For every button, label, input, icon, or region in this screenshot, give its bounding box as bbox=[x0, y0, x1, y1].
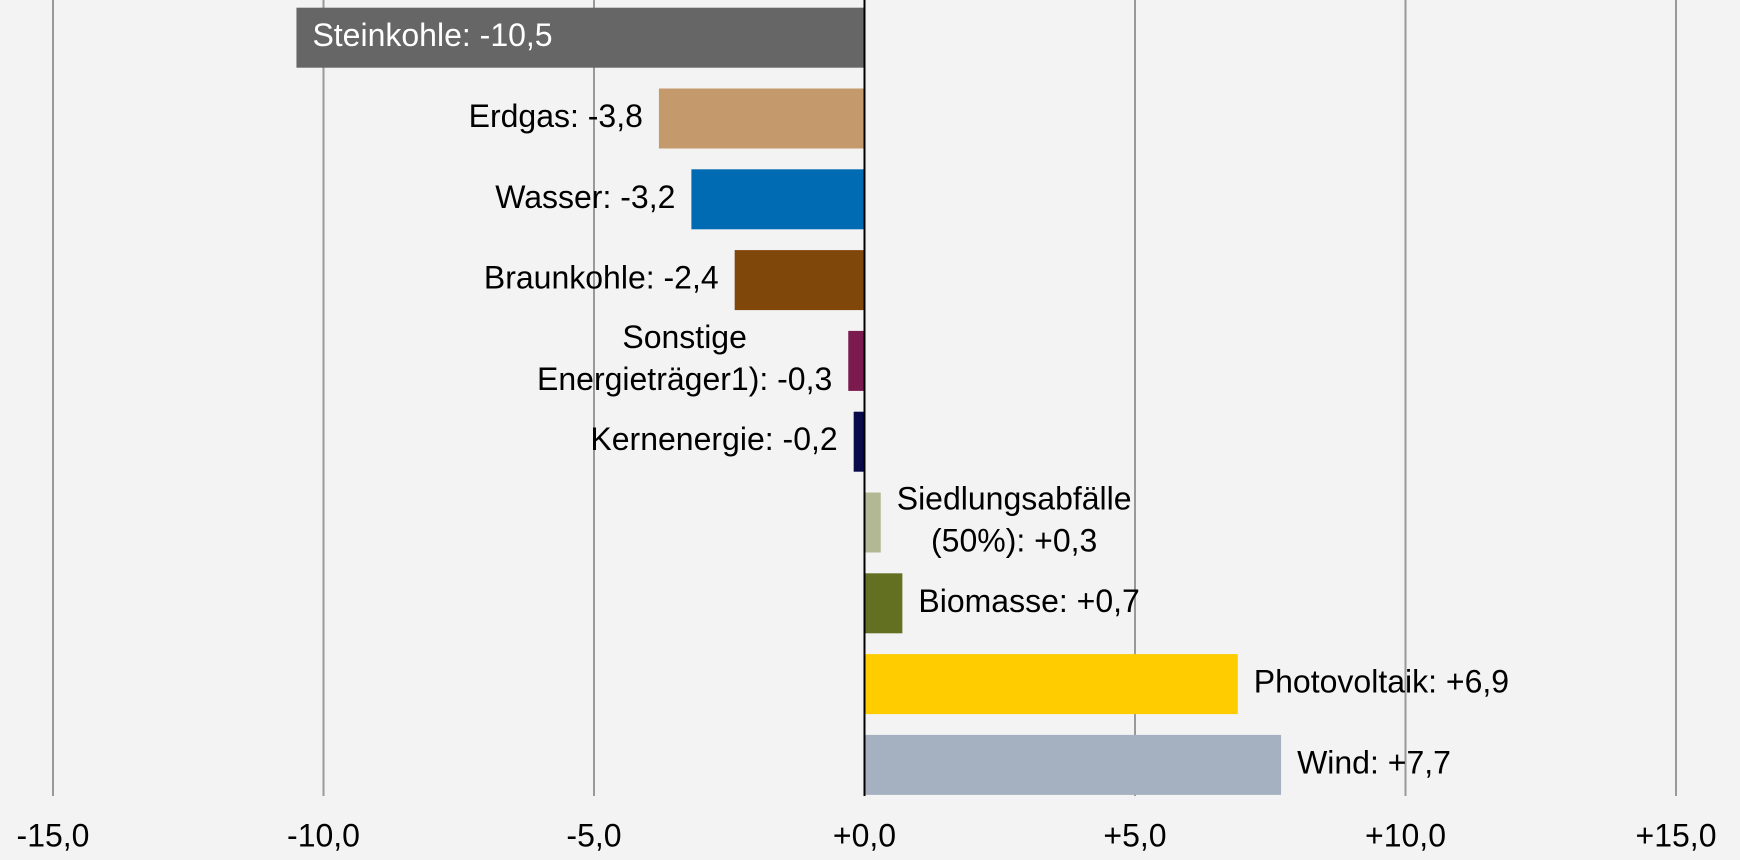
bar bbox=[658, 88, 865, 149]
bar bbox=[864, 573, 903, 634]
data-label: Steinkohle: -10,5 bbox=[312, 17, 552, 53]
x-tick-label: -10,0 bbox=[287, 817, 360, 853]
x-tick-label: -15,0 bbox=[17, 817, 90, 853]
bar bbox=[864, 734, 1282, 795]
bar bbox=[864, 492, 881, 553]
bar bbox=[734, 250, 865, 311]
x-tick-label: +5,0 bbox=[1103, 817, 1166, 853]
x-tick-label: +15,0 bbox=[1636, 817, 1717, 853]
bar bbox=[296, 7, 865, 68]
data-label: Biomasse: +0,7 bbox=[918, 583, 1139, 619]
x-tick-label: -5,0 bbox=[566, 817, 621, 853]
data-label: Wasser: -3,2 bbox=[495, 179, 675, 215]
data-label: Erdgas: -3,8 bbox=[469, 98, 643, 134]
x-tick-label: +0,0 bbox=[833, 817, 896, 853]
data-label: Braunkohle: -2,4 bbox=[484, 260, 719, 296]
data-label: Sonstige Energieträger1): -0,3 bbox=[537, 319, 832, 397]
bar bbox=[864, 654, 1238, 715]
bar bbox=[691, 169, 865, 230]
data-label: Kernenergie: -0,2 bbox=[590, 421, 837, 457]
data-label: Wind: +7,7 bbox=[1297, 744, 1451, 780]
bar bbox=[848, 330, 865, 391]
x-tick-label: +10,0 bbox=[1365, 817, 1446, 853]
data-label: Siedlungsabfälle (50%): +0,3 bbox=[897, 481, 1132, 559]
bar bbox=[853, 411, 865, 472]
data-label: Photovoltaik: +6,9 bbox=[1254, 664, 1509, 700]
